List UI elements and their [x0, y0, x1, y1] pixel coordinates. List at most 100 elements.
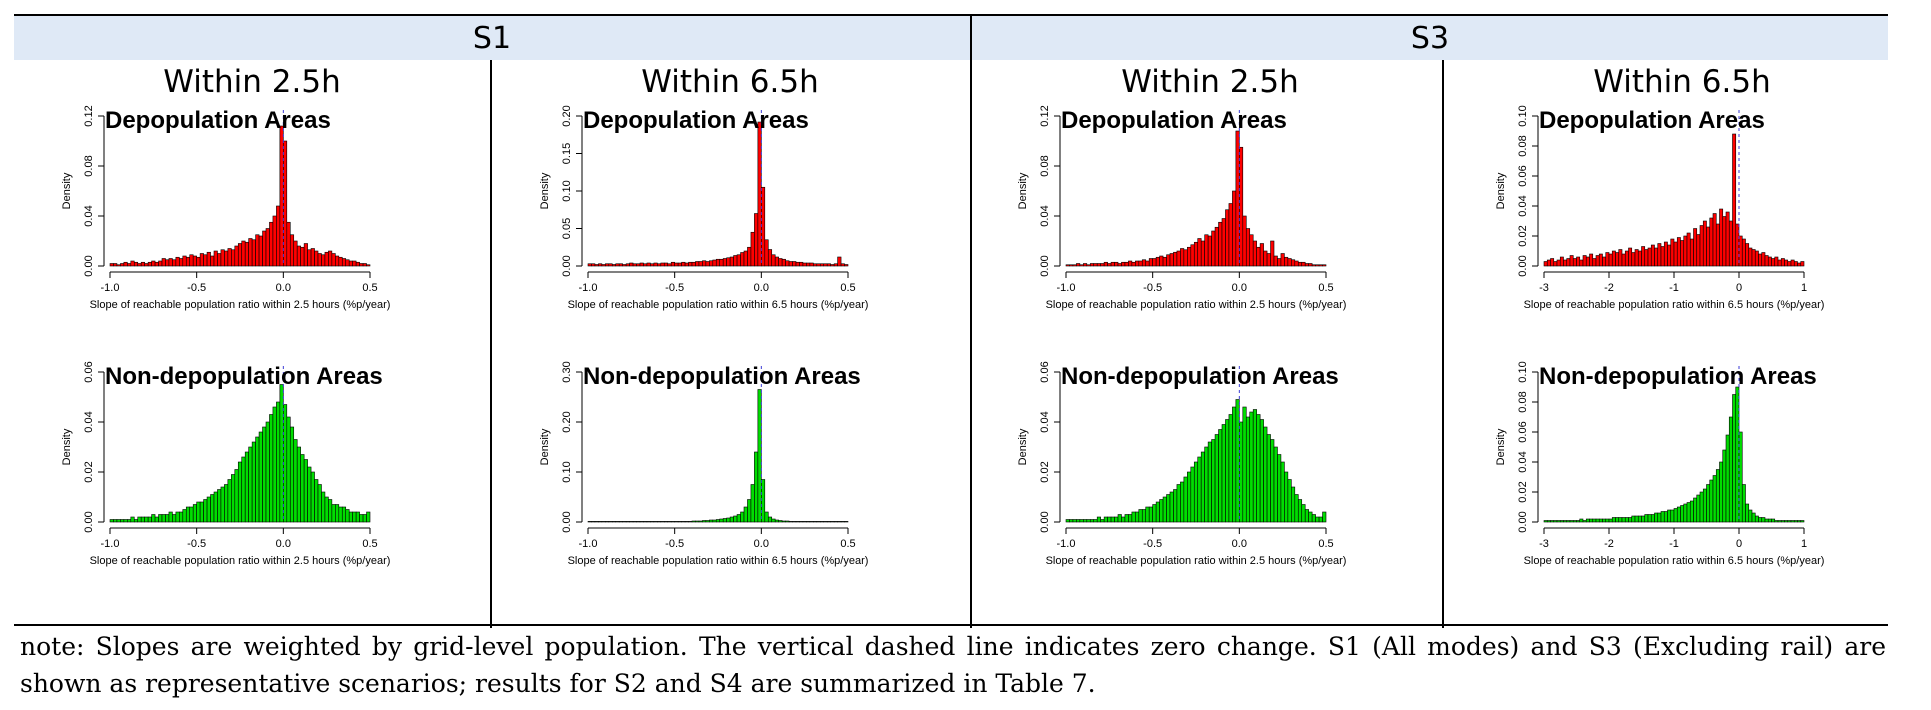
histogram-bar	[1259, 419, 1264, 523]
histogram-bar	[355, 261, 360, 267]
histogram-bar	[618, 521, 623, 523]
histogram-bar	[269, 414, 274, 523]
histogram-bar	[1249, 411, 1254, 523]
histogram-bar	[279, 384, 284, 523]
histogram-bar	[1628, 517, 1633, 523]
histogram-bar	[179, 258, 184, 267]
histogram-bar	[1221, 218, 1226, 267]
histogram-bar	[1566, 258, 1571, 267]
histogram-bar	[1631, 515, 1636, 523]
x-tick-label: -0.5	[1143, 282, 1162, 294]
histogram-bar	[1131, 261, 1136, 267]
histogram-bar	[632, 263, 637, 267]
histogram-bar	[646, 262, 651, 267]
histogram-bar	[757, 121, 762, 267]
x-tick-label: 1	[1801, 282, 1807, 294]
histogram-bar	[1576, 520, 1581, 523]
divider-s1-panels	[490, 60, 492, 628]
histogram-bar	[1242, 406, 1247, 523]
figure-table: S1 S3 Within 2.5h Within 6.5h Within 2.5…	[14, 14, 1888, 628]
histogram-bar	[1228, 203, 1233, 267]
histogram-bar	[196, 501, 201, 523]
histogram-bar	[1318, 516, 1323, 523]
histogram-bar	[826, 263, 831, 267]
histogram-bar	[1595, 255, 1600, 267]
histogram-bar	[234, 245, 239, 267]
area-label: Depopulation Areas	[583, 107, 809, 134]
y-tick-label: 0.04	[1039, 205, 1051, 226]
histogram-bar	[785, 520, 790, 523]
histogram-bar	[1207, 441, 1212, 523]
histogram-bar	[203, 499, 208, 523]
histogram-bar	[702, 260, 707, 267]
histogram-bar	[1602, 256, 1607, 267]
histogram-bar	[331, 253, 336, 267]
histogram-bar	[639, 262, 644, 267]
x-tick-label: 0.0	[276, 282, 291, 294]
histogram-bar	[722, 518, 727, 523]
histogram-bar	[147, 516, 152, 523]
histogram-bar	[1093, 519, 1098, 523]
histogram-bar	[733, 515, 738, 523]
histogram-bar	[1676, 506, 1681, 523]
histogram-bar	[1273, 446, 1278, 523]
histogram-bar	[1559, 520, 1564, 523]
histogram-bar	[774, 519, 779, 523]
y-axis-label: Density	[61, 428, 73, 465]
histogram-bar	[754, 213, 759, 267]
histogram-bar	[1211, 439, 1216, 523]
histogram-bar	[1228, 414, 1233, 523]
histogram-bar	[1093, 263, 1098, 267]
histogram-bar	[1634, 515, 1639, 523]
histogram-bar	[165, 514, 170, 523]
histogram-bar	[726, 517, 731, 523]
area-label: Non-depopulation Areas	[1539, 363, 1817, 390]
histogram-bar	[109, 519, 114, 523]
histogram-bar	[352, 260, 357, 267]
histogram-bar	[1207, 235, 1212, 267]
histogram-bar	[1155, 501, 1160, 523]
histogram-bar	[1200, 451, 1205, 523]
histogram-bar	[1725, 211, 1730, 267]
histogram-bar	[1190, 466, 1195, 523]
histogram-bar	[1297, 499, 1303, 523]
histogram-bar	[1183, 476, 1188, 523]
histogram-bar	[116, 264, 121, 267]
histogram-bar	[133, 519, 139, 523]
histogram-bar	[1245, 228, 1251, 267]
histogram-bar	[1774, 256, 1779, 267]
histogram-bar	[241, 240, 246, 267]
histogram-bar	[740, 252, 745, 267]
histogram-bar	[681, 521, 686, 523]
histogram-bar	[799, 521, 804, 523]
histogram-bar	[719, 518, 724, 523]
histogram-bar	[1141, 259, 1147, 267]
y-tick-label: 0.05	[561, 218, 573, 239]
histogram-bar	[844, 264, 849, 267]
histogram-bar	[293, 439, 298, 523]
histogram-bar	[1585, 518, 1590, 523]
histogram-bar	[116, 519, 121, 523]
histogram-bar	[1121, 261, 1126, 267]
histogram-bar	[307, 466, 312, 523]
y-tick-label: 0.10	[1517, 361, 1529, 382]
histogram-bar	[355, 511, 360, 523]
histogram-bar	[1693, 228, 1698, 267]
histogram-bar	[1780, 258, 1785, 267]
histogram-bar	[1621, 253, 1626, 267]
histogram-bar	[1266, 253, 1271, 267]
histogram-bar	[1790, 259, 1795, 267]
histogram-bar	[213, 491, 218, 523]
histogram-bar	[1100, 519, 1105, 523]
histogram-bar	[206, 496, 211, 523]
y-tick-label: 0.02	[1039, 461, 1051, 482]
histogram-bar	[830, 264, 835, 267]
x-tick-label: 0.5	[362, 538, 377, 550]
histogram-bar	[712, 519, 717, 523]
histogram-bar	[262, 230, 267, 267]
histogram-bar	[165, 259, 170, 267]
histogram-bar	[1719, 208, 1724, 267]
histogram-bar	[1667, 244, 1672, 267]
histogram-bar	[127, 263, 132, 267]
histogram-bar	[151, 260, 156, 267]
